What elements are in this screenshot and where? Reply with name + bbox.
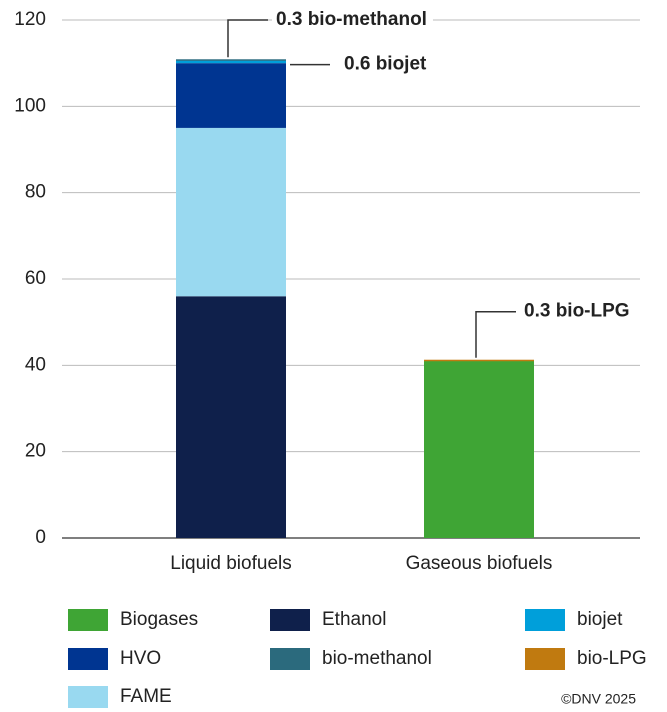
legend-item: Biogases — [68, 609, 198, 631]
y-tick-label: 100 — [14, 95, 46, 116]
legend-item: HVO — [68, 648, 161, 670]
x-tick-label: Liquid biofuels — [170, 553, 291, 574]
legend-label: Biogases — [120, 609, 198, 630]
legend-label: bio-LPG — [577, 648, 647, 669]
source: ©DNV 2025 — [561, 691, 636, 707]
bar-segment — [424, 359, 534, 362]
bar-segment — [424, 361, 534, 538]
legend-item: bio-LPG — [525, 648, 647, 670]
label-background — [272, 9, 433, 31]
value-label: 0.3 bio-LPG — [524, 301, 630, 322]
y-tick-label: 60 — [25, 268, 46, 289]
legend-swatch — [270, 609, 310, 631]
legend-label: HVO — [120, 648, 161, 669]
legend-swatch — [525, 648, 565, 670]
legend-swatch — [270, 648, 310, 670]
y-tick-label: 80 — [25, 182, 46, 203]
y-tick-label: 20 — [25, 441, 46, 462]
legend-item: bio-methanol — [270, 648, 432, 670]
legend-item: biojet — [525, 609, 623, 631]
legend-label: biojet — [577, 609, 623, 630]
value-label: 0.6 biojet — [344, 54, 427, 75]
y-tick-label: 40 — [25, 354, 46, 375]
bar-segment — [176, 59, 286, 61]
legend-swatch — [68, 609, 108, 631]
bar-segment — [176, 60, 286, 64]
legend-item: FAME — [68, 686, 172, 708]
leader-line — [475, 310, 516, 358]
grid — [62, 19, 640, 539]
bar-segment — [176, 63, 286, 128]
legend-label: bio-methanol — [322, 648, 432, 669]
legend-swatch — [68, 686, 108, 708]
legend-swatch — [68, 648, 108, 670]
y-tick-label: 0 — [35, 527, 46, 548]
x-tick-label: Gaseous biofuels — [406, 553, 553, 574]
bar-segment — [176, 127, 286, 297]
y-tick-label: 120 — [14, 9, 46, 30]
legend-item: Ethanol — [270, 609, 386, 631]
legend-label: FAME — [120, 686, 172, 707]
leader-line — [227, 19, 268, 58]
legend-swatch — [525, 609, 565, 631]
legend-label: Ethanol — [322, 609, 386, 630]
label-background — [520, 300, 636, 322]
bar-segment — [176, 296, 286, 538]
value-label: 0.3 bio-methanol — [276, 9, 427, 30]
